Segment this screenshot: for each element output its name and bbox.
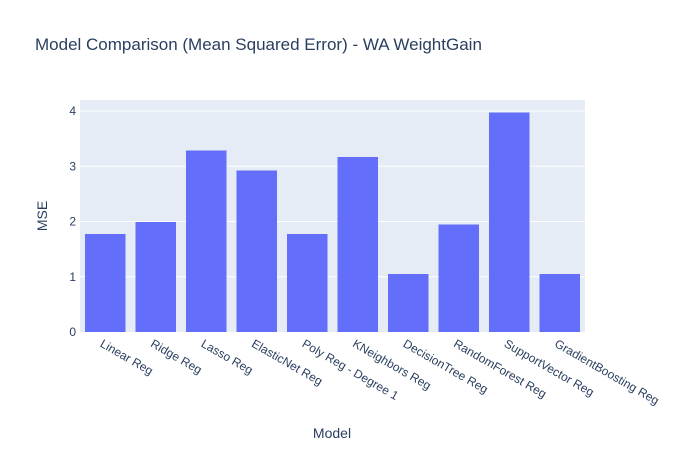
bar (186, 150, 227, 332)
bar (388, 274, 429, 332)
bar (135, 222, 176, 332)
chart-title: Model Comparison (Mean Squared Error) - … (35, 35, 482, 54)
y-tick-label: 1 (69, 270, 76, 284)
x-axis-title: Model (313, 425, 351, 441)
x-tick-label: RandomForest Reg (451, 336, 549, 400)
bar (236, 170, 277, 332)
y-tick-label: 0 (69, 325, 76, 339)
y-tick-label: 2 (69, 215, 76, 229)
bar (287, 234, 328, 332)
y-tick-labels: 0 1 2 3 4 (69, 104, 76, 339)
bars (85, 112, 580, 332)
bar (539, 274, 580, 332)
bar (438, 224, 479, 332)
bar (85, 234, 126, 332)
y-tick-label: 4 (69, 104, 76, 118)
bar (489, 112, 530, 332)
x-tick-label: DecisionTree Reg (401, 336, 491, 396)
bar (337, 156, 378, 332)
x-tick-label: Linear Reg (98, 336, 156, 377)
x-tick-label: Lasso Reg (199, 336, 256, 377)
y-axis-title: MSE (34, 201, 50, 231)
x-tick-label: SupportVector Reg (502, 336, 597, 399)
x-tick-label: Ridge Reg (148, 336, 204, 376)
y-tick-label: 3 (69, 159, 76, 173)
